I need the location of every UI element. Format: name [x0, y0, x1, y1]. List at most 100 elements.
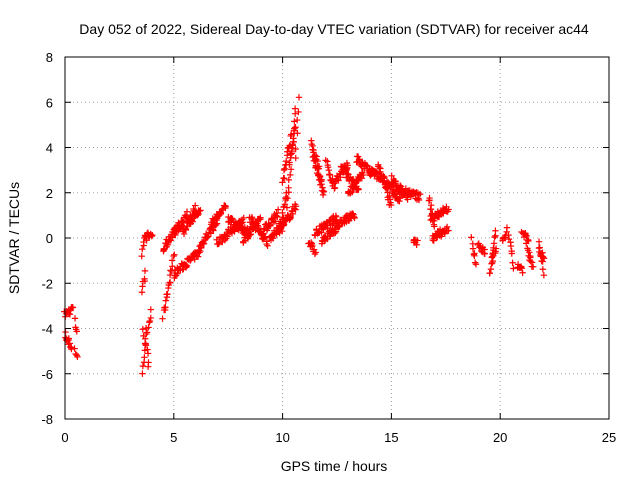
data-point-marker [197, 207, 204, 214]
data-point-marker [139, 326, 146, 333]
data-point-marker [388, 172, 395, 180]
data-point-marker [139, 370, 146, 377]
data-point-marker [281, 175, 288, 182]
y-axis-label: SDTVAR / TECUs [6, 182, 22, 294]
data-point-marker [254, 222, 261, 229]
data-point-marker [278, 227, 286, 235]
data-point-marker [159, 315, 166, 322]
data-point-marker [335, 177, 342, 184]
data-point-marker [426, 196, 433, 204]
data-point-marker [289, 144, 296, 152]
data-point-marker [292, 154, 299, 162]
data-point-marker [141, 354, 148, 361]
data-point-marker [252, 226, 259, 234]
data-point-marker [310, 146, 317, 154]
data-point-marker [195, 210, 202, 218]
data-point-marker [194, 253, 202, 260]
data-point-marker [539, 253, 547, 261]
data-point-marker [71, 315, 79, 322]
y-tick-label: -2 [41, 276, 53, 291]
data-point-marker [414, 237, 421, 244]
data-point-marker [523, 240, 530, 247]
data-point-marker [274, 206, 282, 213]
data-point-marker [290, 127, 298, 134]
data-point-marker [486, 269, 493, 277]
data-point-marker [143, 237, 150, 244]
data-point-marker [278, 216, 286, 223]
data-point-marker [273, 213, 281, 221]
data-point-marker [311, 250, 319, 258]
data-point-marker [211, 220, 218, 227]
y-tick-label: 6 [46, 95, 53, 110]
data-point-marker [278, 221, 285, 228]
x-tick-label: 5 [170, 430, 177, 445]
data-point-marker [281, 201, 289, 208]
data-point-marker [509, 259, 516, 266]
data-point-marker [427, 216, 434, 224]
data-point-marker [183, 208, 191, 215]
data-point-marker [349, 210, 357, 217]
data-point-marker [271, 218, 279, 225]
data-point-marker [282, 157, 290, 165]
data-point-marker [200, 240, 208, 247]
data-point-marker [142, 342, 150, 349]
data-point-marker [316, 176, 323, 184]
data-point-marker [144, 346, 151, 353]
data-point-marker [264, 242, 271, 249]
data-point-marker [488, 253, 496, 260]
data-point-marker [508, 250, 515, 257]
data-point-marker [397, 182, 404, 189]
data-point-marker [180, 230, 188, 238]
data-point-marker [416, 190, 424, 198]
data-point-marker [168, 267, 175, 275]
data-point-marker [145, 324, 152, 331]
data-point-marker [332, 212, 340, 219]
data-point-marker [528, 259, 536, 266]
data-point-marker [279, 179, 286, 186]
data-point-marker [540, 271, 548, 279]
data-point-marker [294, 130, 301, 137]
data-point-marker [69, 304, 77, 311]
data-point-marker [292, 203, 300, 210]
data-points [61, 94, 548, 377]
data-point-marker [240, 214, 247, 222]
data-point-marker [293, 116, 301, 124]
data-point-marker [443, 223, 451, 231]
data-point-marker [283, 204, 291, 211]
data-point-marker [527, 258, 534, 265]
data-point-marker [491, 233, 498, 241]
data-point-marker [311, 157, 319, 165]
data-point-marker [377, 168, 384, 176]
data-point-marker [472, 261, 480, 268]
data-point-marker [510, 265, 517, 272]
data-point-marker [487, 265, 495, 273]
data-point-marker [490, 240, 498, 247]
data-point-marker [143, 329, 151, 336]
data-point-marker [169, 263, 176, 270]
data-point-marker [291, 105, 299, 112]
data-point-marker [318, 180, 325, 188]
data-point-marker [285, 184, 292, 191]
data-point-marker [73, 328, 80, 335]
data-point-marker [413, 241, 420, 248]
data-point-marker [280, 166, 288, 174]
data-point-marker [481, 250, 489, 257]
data-point-marker [471, 252, 478, 260]
data-point-marker [187, 257, 194, 264]
data-point-marker [164, 290, 171, 298]
data-point-marker [431, 223, 438, 230]
x-tick-label: 15 [384, 430, 398, 445]
data-point-marker [522, 231, 529, 239]
data-point-marker [507, 242, 515, 250]
data-point-marker [492, 245, 500, 252]
data-point-marker [492, 227, 499, 234]
data-point-marker [386, 192, 393, 200]
data-point-marker [535, 238, 543, 245]
y-tick-label: -4 [41, 322, 53, 337]
data-point-marker [285, 176, 292, 184]
data-point-marker [188, 217, 196, 224]
data-point-marker [290, 138, 297, 146]
data-point-marker [196, 249, 203, 256]
data-point-marker [295, 94, 303, 101]
data-point-marker [320, 188, 328, 195]
